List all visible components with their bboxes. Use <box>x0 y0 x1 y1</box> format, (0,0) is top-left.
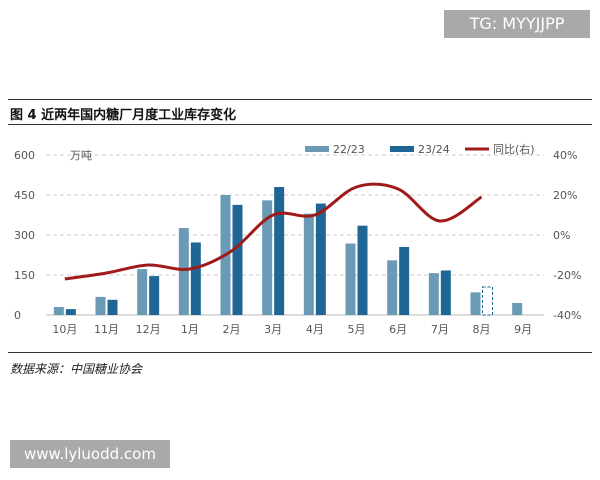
bar-22-23 <box>137 269 148 315</box>
x-tick-label: 9月 <box>514 323 532 336</box>
bar-23-24 <box>274 187 285 315</box>
bar-23-24 <box>65 309 76 315</box>
watermark-top: TG: MYYJJPP <box>444 10 590 38</box>
divider <box>8 99 592 100</box>
bar-23-24 <box>315 203 326 315</box>
x-tick-label: 8月 <box>473 323 491 336</box>
bar-22-23 <box>262 200 273 315</box>
x-tick-label: 7月 <box>431 323 449 336</box>
source-note: 数据来源：中国糖业协会 <box>10 362 143 376</box>
y2-tick-label: -40% <box>553 309 581 322</box>
legend-swatch <box>390 146 414 152</box>
bar-22-23 <box>303 213 314 315</box>
line-yoy <box>64 182 483 281</box>
legend-label: 同比(右) <box>493 142 535 156</box>
bar-22-23 <box>512 303 523 315</box>
y-tick-label: 600 <box>14 149 35 162</box>
y2-tick-label: -20% <box>553 269 581 282</box>
watermark-bottom: www.lyluodd.com <box>10 440 170 468</box>
legend-label: 23/24 <box>418 143 450 156</box>
x-tick-label: 4月 <box>306 323 324 336</box>
bar-23-24 <box>482 286 493 316</box>
bar-22-23 <box>428 273 439 315</box>
bar-23-24 <box>190 242 201 315</box>
y2-tick-label: 20% <box>553 189 577 202</box>
y2-tick-label: 40% <box>553 149 577 162</box>
y-axis-label: 万吨 <box>70 149 92 162</box>
bar-22-23 <box>53 307 64 315</box>
bar-22-23 <box>178 228 189 315</box>
bar-22-23 <box>95 296 106 315</box>
bar-23-24 <box>357 225 368 315</box>
x-tick-label: 2月 <box>223 323 241 336</box>
x-tick-label: 11月 <box>94 323 119 336</box>
chart: 0 150 300 450 600 -40% -20% 0% 20% 40% 万吨 10月 11月 12月… <box>14 142 581 336</box>
divider <box>8 352 592 353</box>
y-tick-label: 0 <box>14 309 21 322</box>
y2-tick-label: 0% <box>553 229 570 242</box>
bar-23-24 <box>440 270 451 315</box>
figure-title: 图 4 近两年国内糖厂月度工业库存变化 <box>10 108 237 123</box>
x-tick-label: 12月 <box>136 323 161 336</box>
bar-23-24 <box>232 204 243 315</box>
x-tick-label: 1月 <box>181 323 199 336</box>
x-tick-label: 5月 <box>348 323 366 336</box>
x-tick-label: 10月 <box>52 323 77 336</box>
bar-22-23 <box>345 243 356 315</box>
legend-label: 22/23 <box>333 143 365 156</box>
divider <box>8 124 592 125</box>
bar-23-24 <box>399 247 410 315</box>
x-tick-label: 3月 <box>264 323 282 336</box>
y-tick-label: 150 <box>14 269 35 282</box>
bar-23-24 <box>107 299 118 315</box>
bar-23-24 <box>149 276 160 315</box>
legend-swatch <box>305 146 329 152</box>
bar-22-23 <box>470 292 481 315</box>
x-tick-label: 6月 <box>389 323 407 336</box>
y-tick-label: 300 <box>14 229 35 242</box>
bar-22-23 <box>387 260 398 315</box>
y-tick-label: 450 <box>14 189 35 202</box>
